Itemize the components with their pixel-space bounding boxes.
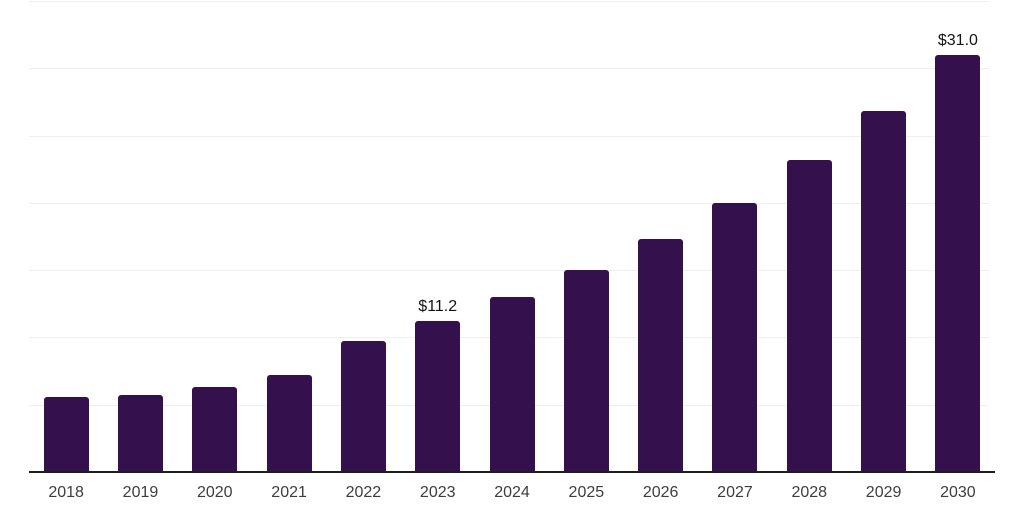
bar-2030 — [935, 54, 981, 472]
bar-2022 — [340, 341, 386, 472]
gridline — [29, 270, 989, 272]
plot-area: $11.2 $31.0 — [29, 1, 995, 473]
x-tick-label-2022: 2022 — [345, 484, 382, 501]
x-tick-label-2030: 2030 — [940, 484, 976, 501]
bar-column-2030: $31.0 — [921, 1, 995, 472]
bar-2026 — [638, 239, 684, 472]
bar-column-2021 — [252, 1, 326, 472]
gridline — [29, 68, 989, 70]
gridline — [29, 202, 989, 204]
bar-column-2026 — [624, 1, 698, 472]
bar-2023 — [415, 321, 461, 472]
x-tick-label-2020: 2020 — [196, 484, 233, 501]
bar-column-2029 — [846, 1, 920, 472]
x-tick-label-2024: 2024 — [494, 484, 530, 501]
x-tick-label-2018: 2018 — [48, 484, 84, 501]
x-tick-label-2025: 2025 — [568, 484, 605, 501]
bar-2024 — [489, 297, 535, 472]
bar-column-2028 — [772, 1, 846, 472]
x-tick-label-2023: 2023 — [419, 484, 456, 501]
bar-column-2019 — [103, 1, 177, 472]
bar-value-label-2030: $31.0 — [937, 31, 978, 49]
bar-column-2023: $11.2 — [401, 1, 475, 472]
bar-column-2020 — [178, 1, 252, 472]
x-tick-label-2021: 2021 — [271, 484, 307, 501]
gridline — [29, 135, 989, 137]
bar-2019 — [117, 395, 163, 472]
bars-row: $11.2 $31.0 — [29, 1, 995, 472]
x-tick-label-2019: 2019 — [122, 484, 159, 501]
bar-2025 — [563, 270, 609, 472]
bar-column-2022 — [326, 1, 400, 472]
bar-2027 — [712, 202, 758, 472]
bar-2028 — [786, 159, 832, 472]
x-tick-label-2029: 2029 — [865, 484, 902, 501]
x-tick-label-2028: 2028 — [791, 484, 828, 501]
x-tick-label-2026: 2026 — [642, 484, 679, 501]
bar-column-2018 — [29, 1, 103, 472]
bar-2029 — [861, 111, 907, 472]
bar-2020 — [192, 387, 238, 472]
bar-column-2025 — [549, 1, 623, 472]
x-tick-label-2027: 2027 — [717, 484, 753, 501]
bar-2018 — [43, 396, 89, 472]
bar-column-2024 — [475, 1, 549, 472]
bar-value-label-2023: $11.2 — [418, 298, 458, 316]
gridline — [29, 1, 989, 2]
bar-2021 — [266, 375, 312, 472]
x-axis-labels: 2018 2019 2020 2021 2022 2023 2024 2025 2026 2027… — [29, 481, 995, 505]
bar-column-2027 — [698, 1, 772, 472]
x-axis-line — [29, 471, 995, 473]
